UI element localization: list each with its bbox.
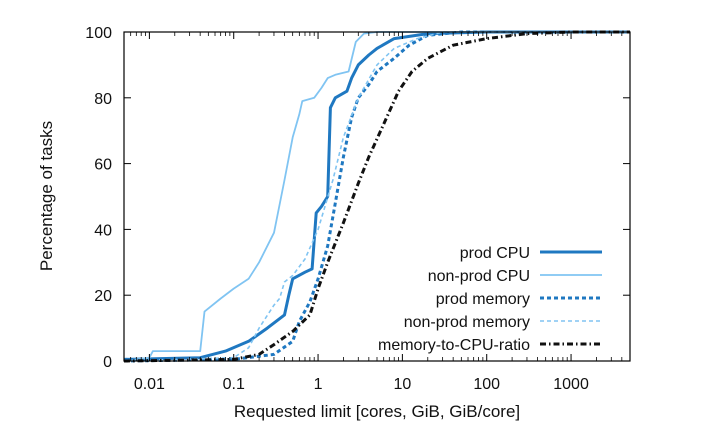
y-tick-label: 20 (94, 288, 112, 305)
plot-frame (123, 31, 631, 362)
y-axis-title: Percentage of tasks (37, 121, 56, 271)
series-layer (123, 30, 630, 363)
y-tick-label: 80 (94, 91, 112, 108)
legend-label-memory-to-cpu-ratio: memory-to-CPU-ratio (378, 337, 530, 354)
legend-label-non-prod-cpu: non-prod CPU (428, 268, 530, 285)
legend-label-prod-cpu: prod CPU (460, 245, 530, 262)
x-tick-label: 100 (473, 376, 500, 393)
series-line-prod-cpu (123, 30, 630, 361)
y-tick-label: 60 (94, 157, 112, 174)
legend: prod CPU non-prod CPU prod memory non-prod … (378, 245, 602, 354)
y-tick-label: 100 (85, 25, 112, 42)
ticks-layer: 0.01 0.1 1 10 100 1000 0 20 40 60 80 100 (85, 25, 630, 393)
legend-label-non-prod-memory: non-prod memory (404, 314, 530, 331)
x-tick-label: 10 (393, 376, 411, 393)
series-line-non-prod-cpu (123, 31, 630, 362)
series-line-prod-memory (123, 30, 630, 363)
x-tick-label: 1 (314, 376, 323, 393)
x-tick-label: 1000 (553, 376, 589, 393)
x-tick-label: 0.01 (134, 376, 165, 393)
x-tick-label: 0.1 (223, 376, 245, 393)
x-axis-title: Requested limit [cores, GiB, GiB/core] (234, 402, 520, 421)
y-tick-label: 40 (94, 222, 112, 239)
legend-label-prod-memory: prod memory (436, 291, 530, 308)
y-tick-label: 0 (103, 354, 112, 371)
series-line-non-prod-memory (123, 31, 630, 362)
series-line-memory-to-cpu-ratio (123, 30, 630, 363)
